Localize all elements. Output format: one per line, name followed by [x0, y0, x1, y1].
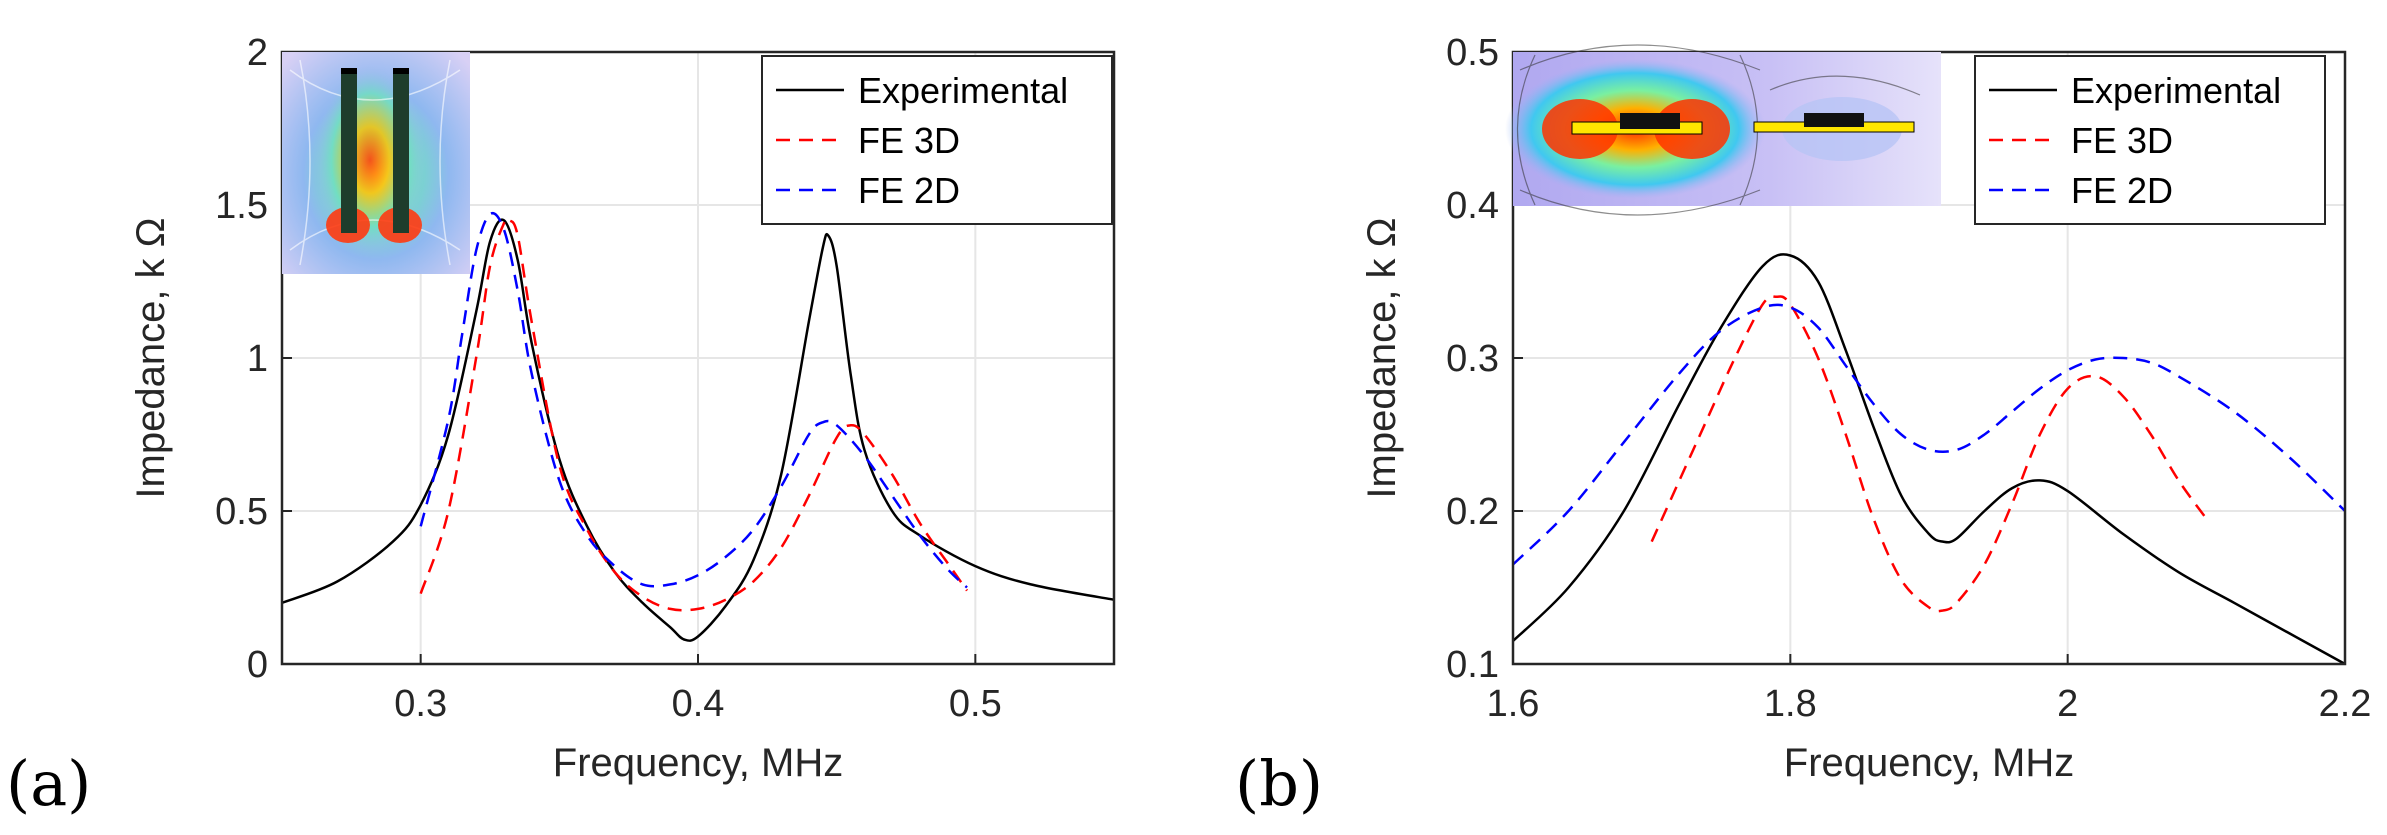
legend-b: Experimental FE 3D FE 2D: [1974, 55, 2326, 225]
y-tick-label: 0.4: [1446, 185, 1499, 227]
x-tick-label: 0.5: [949, 683, 1002, 725]
y-tick-label: 0: [247, 644, 268, 686]
x-axis-title-a: Frequency, MHz: [553, 741, 843, 785]
series-line-fe-2d: [419, 212, 968, 589]
panel-b: 1.6 1.8 2 2.2 0.1 0.2 0.3 0.4 0.5 Frequency, MHz…: [1235, 32, 2371, 820]
legend-entry-a: FE 3D: [858, 120, 960, 161]
axes-box-a: [280, 50, 1116, 666]
y-axis-title-a: Impedance, k Ω: [129, 217, 173, 498]
x-axis-title-b: Frequency, MHz: [1784, 741, 2074, 785]
x-tick-label: 1.6: [1487, 683, 1540, 725]
series-line-experimental: [1512, 253, 2346, 666]
legend-entry-a: FE 2D: [858, 170, 960, 211]
y-tick-label: 0.2: [1446, 491, 1499, 533]
y-tick-label: 2: [247, 32, 268, 74]
y-tick-label: 0.5: [1446, 32, 1499, 74]
x-tick-label: 2.2: [2319, 683, 2372, 725]
y-tick-label: 1: [247, 338, 268, 380]
x-tick-label: 1.8: [1764, 683, 1817, 725]
series-group-a: [281, 212, 1115, 642]
legend-entry-b: FE 2D: [2071, 170, 2173, 211]
y-tick-label: 0.5: [215, 491, 268, 533]
panel-a: 0.3 0.4 0.5 0 0.5 1 1.5 2 Frequency, MHz Impeda…: [6, 32, 1116, 820]
x-tick-label: 2: [2057, 683, 2078, 725]
panel-label-a: (a): [6, 747, 91, 820]
inset-field-map-b: [1505, 44, 1941, 216]
legend-entry-a: Experimental: [858, 70, 1068, 111]
legend-entry-b: Experimental: [2071, 70, 2281, 111]
series-group-b: [1512, 253, 2346, 666]
series-line-experimental: [281, 218, 1115, 642]
panel-label-b: (b): [1235, 747, 1323, 820]
legend-a: Experimental FE 3D FE 2D: [761, 55, 1113, 225]
y-tick-label: 1.5: [215, 185, 268, 227]
series-line-fe-2d: [1512, 303, 2346, 566]
series-line-fe-3d: [1650, 295, 2208, 613]
series-line-fe-3d: [419, 216, 969, 612]
y-tick-label: 0.1: [1446, 644, 1499, 686]
x-tick-label: 0.3: [394, 683, 447, 725]
ticks-b: 1.6 1.8 2 2.2 0.1 0.2 0.3 0.4 0.5: [1446, 32, 2371, 725]
inset-field-map-a: [282, 52, 470, 274]
x-tick-label: 0.4: [672, 683, 725, 725]
y-tick-label: 0.3: [1446, 338, 1499, 380]
y-axis-title-b: Impedance, k Ω: [1360, 217, 1404, 498]
legend-entry-b: FE 3D: [2071, 120, 2173, 161]
